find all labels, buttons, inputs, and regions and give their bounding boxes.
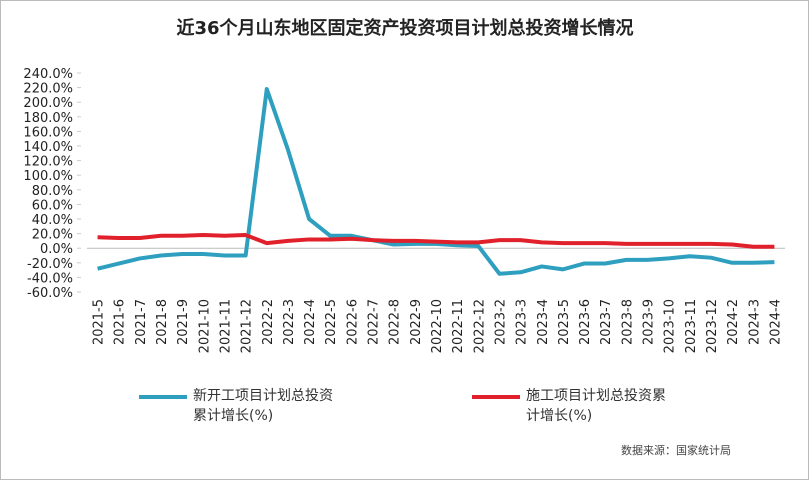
chart: 近36个月山东地区固定资产投资项目计划总投资增长情况 -60.0%-40.0%-… (23, 17, 785, 353)
y-tick-label: 100.0% (23, 169, 73, 184)
x-tick-label: 2021-6 (113, 299, 128, 345)
x-tick-label: 2021-9 (176, 299, 191, 345)
y-tick-label: 0.0% (40, 242, 73, 257)
x-tick-label: 2022-11 (451, 299, 466, 353)
x-tick-label: 2021-10 (197, 299, 212, 353)
y-tick-label: 20.0% (32, 228, 73, 243)
legend-item: 新开工项目计划总投资累计增长(%) (139, 386, 343, 426)
y-tick-label: 140.0% (23, 140, 73, 155)
x-tick-label: 2021-8 (155, 299, 170, 345)
source-note: 数据来源：国家统计局 (621, 444, 731, 457)
x-tick-label: 2023-2 (493, 299, 508, 345)
x-tick-label: 2022-5 (324, 299, 339, 345)
x-tick-label: 2022-2 (261, 299, 276, 345)
series-line (97, 233, 775, 249)
y-tick-label: -20.0% (27, 257, 73, 272)
x-tick-label: 2023-7 (599, 299, 614, 345)
x-tick-label: 2021-11 (218, 299, 233, 353)
x-tick-label: 2021-12 (240, 299, 255, 353)
x-tick-label: 2023-9 (642, 299, 657, 345)
x-tick-label: 2023-8 (620, 299, 635, 345)
legend-label: 新开工项目计划总投资累计增长(%) (193, 388, 333, 424)
y-tick-label: 60.0% (32, 198, 73, 213)
y-tick-label: 80.0% (32, 184, 73, 199)
y-tick-label: 240.0% (23, 67, 73, 82)
x-tick-label: 2024-2 (726, 299, 741, 345)
x-tick-label: 2023-12 (705, 299, 720, 353)
y-tick-label: 200.0% (23, 96, 73, 111)
x-tick-label: 2022-6 (345, 299, 360, 345)
y-tick-label: 220.0% (23, 82, 73, 97)
x-tick-label: 2022-10 (430, 299, 445, 353)
y-tick-label: 120.0% (23, 155, 73, 170)
y-tick-label: -40.0% (27, 271, 73, 286)
x-tick-label: 2023-11 (684, 299, 699, 353)
x-tick-label: 2023-4 (536, 299, 551, 345)
x-tick-label: 2022-3 (282, 299, 297, 345)
x-tick-label: 2024-3 (747, 299, 762, 345)
x-tick-label: 2022-7 (367, 299, 382, 345)
x-tick-label: 2022-12 (472, 299, 487, 353)
x-tick-label: 2023-10 (663, 299, 678, 353)
x-tick-label: 2021-7 (134, 299, 149, 345)
x-tick-label: 2023-5 (557, 299, 572, 345)
y-tick-label: 180.0% (23, 111, 73, 126)
x-tick-label: 2024-4 (768, 299, 783, 345)
x-tick-label: 2022-9 (409, 299, 424, 345)
legend-swatch (472, 395, 520, 399)
chart-title: 近36个月山东地区固定资产投资项目计划总投资增长情况 (176, 17, 633, 39)
y-tick-label: 40.0% (32, 213, 73, 228)
series-line (97, 87, 775, 276)
x-tick-label: 2023-6 (578, 299, 593, 345)
x-tick-label: 2022-4 (303, 299, 318, 345)
x-tick-label: 2022-8 (388, 299, 403, 345)
x-tick-label: 2021-5 (92, 299, 107, 345)
legend-label: 施工项目计划总投资累计增长(%) (526, 388, 666, 424)
legend-swatch (139, 395, 187, 399)
y-tick-label: 160.0% (23, 125, 73, 140)
y-tick-label: -60.0% (27, 286, 73, 301)
legend-item: 施工项目计划总投资累计增长(%) (472, 386, 676, 426)
x-tick-label: 2023-3 (515, 299, 530, 345)
